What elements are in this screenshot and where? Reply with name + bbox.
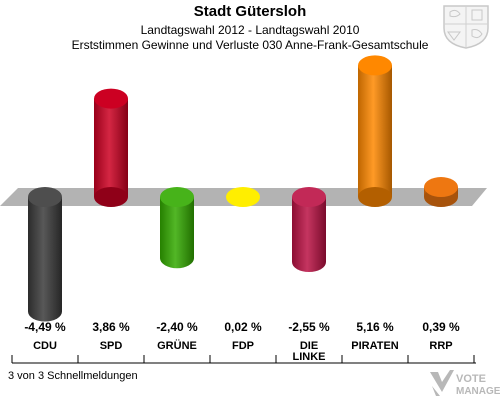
coat-of-arms-icon — [443, 5, 489, 49]
category-label-die-linke-1: DIE — [300, 340, 318, 352]
category-label-spd: SPD — [100, 340, 123, 352]
bar-die-linke — [292, 187, 326, 273]
bar-gr-ne — [160, 187, 194, 269]
value-label-fdp: 0,02 % — [224, 320, 262, 334]
logo-line1: VOTE — [456, 373, 486, 385]
value-label-rrp: 0,39 % — [422, 320, 460, 334]
bar-cdu — [28, 187, 62, 322]
category-label-gr-ne: GRÜNE — [157, 339, 197, 352]
value-label-die-linke: -2,55 % — [288, 320, 330, 334]
value-label-cdu: -4,49 % — [24, 320, 66, 334]
footer-note: 3 von 3 Schnellmeldungen — [8, 370, 138, 382]
logo-line2: MANAGER — [456, 386, 500, 397]
category-label-piraten: PIRATEN — [351, 340, 399, 352]
category-label-cdu: CDU — [33, 340, 57, 352]
bars-group — [28, 55, 458, 322]
bar-spd — [94, 88, 128, 207]
axis-group — [11, 355, 476, 364]
category-label-die-linke-2: LINKE — [293, 351, 326, 363]
category-label-rrp: RRP — [429, 340, 452, 352]
value-label-piraten: 5,16 % — [356, 320, 394, 334]
bar-fdp — [226, 187, 260, 207]
labels-group: -4,49 % CDU 3,86 % SPD -2,40 % GRÜNE 0,02 % FDP… — [24, 320, 460, 363]
chart-subtitle: Landtagswahl 2012 - Landtagswahl 2010 — [140, 23, 360, 37]
chart-subtitle-detail: Erststimmen Gewinne und Verluste 030 Ann… — [71, 38, 429, 52]
bar-rrp — [424, 177, 458, 207]
value-label-spd: 3,86 % — [92, 320, 130, 334]
bar-piraten — [358, 55, 392, 207]
value-label-gr-ne: -2,40 % — [156, 320, 198, 334]
votemanager-logo: VOTE MANAGER — [430, 370, 500, 397]
chart-title: Stadt Gütersloh — [193, 3, 307, 20]
category-label-fdp: FDP — [232, 340, 254, 352]
